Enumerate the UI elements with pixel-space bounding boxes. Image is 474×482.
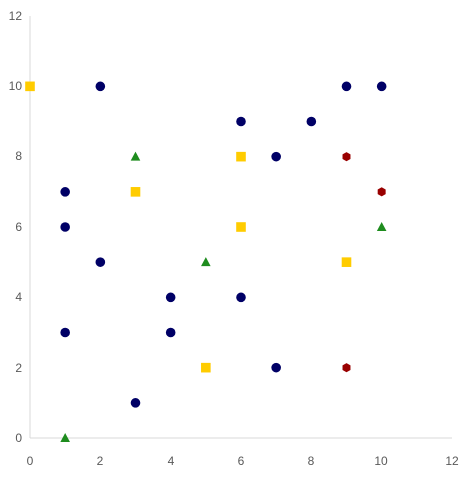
x-tick-label: 2	[97, 454, 104, 468]
y-tick-label: 10	[9, 79, 23, 93]
data-point-square	[25, 81, 35, 92]
data-point-circle	[236, 116, 246, 127]
data-point-circle	[376, 81, 387, 92]
data-point-circle	[271, 362, 281, 373]
data-point-square	[201, 362, 211, 373]
data-point-triangle	[130, 151, 141, 161]
data-point-square	[130, 187, 141, 197]
data-point-hexagon	[377, 187, 386, 197]
data-point-circle	[95, 81, 106, 92]
data-point-circle	[95, 257, 106, 267]
data-point-square	[236, 151, 246, 162]
x-tick-label: 6	[238, 454, 245, 468]
data-point-circle	[306, 116, 317, 127]
x-tick-label: 10	[374, 454, 388, 468]
data-point-hexagon	[342, 363, 351, 373]
data-point-circle	[60, 222, 70, 232]
y-tick-label: 4	[15, 290, 22, 304]
data-point-circle	[60, 327, 70, 338]
y-axis-ticks: 0 2 4 6 8 10 12	[9, 9, 23, 445]
x-tick-label: 4	[168, 454, 175, 468]
data-points	[25, 81, 387, 442]
data-point-triangle	[201, 257, 211, 267]
y-tick-label: 8	[15, 149, 22, 163]
x-axis-ticks: 0 2 4 6 8 10 12	[27, 454, 459, 468]
data-point-circle	[60, 187, 70, 197]
data-point-circle	[236, 292, 246, 303]
data-point-circle	[341, 81, 352, 92]
y-tick-label: 2	[15, 361, 22, 375]
x-tick-label: 8	[308, 454, 315, 468]
data-point-triangle	[376, 222, 387, 231]
data-point-circle	[271, 151, 281, 162]
data-point-triangle	[60, 433, 70, 442]
data-point-circle	[165, 327, 176, 338]
data-point-square	[341, 257, 352, 267]
y-tick-label: 6	[15, 220, 22, 234]
data-point-square	[236, 222, 246, 232]
data-point-circle	[165, 292, 176, 303]
y-tick-label: 0	[15, 431, 22, 445]
x-tick-label: 12	[445, 454, 459, 468]
y-tick-label: 12	[9, 9, 23, 23]
data-point-circle	[130, 398, 141, 408]
data-point-hexagon	[342, 152, 351, 162]
x-tick-label: 0	[27, 454, 34, 468]
